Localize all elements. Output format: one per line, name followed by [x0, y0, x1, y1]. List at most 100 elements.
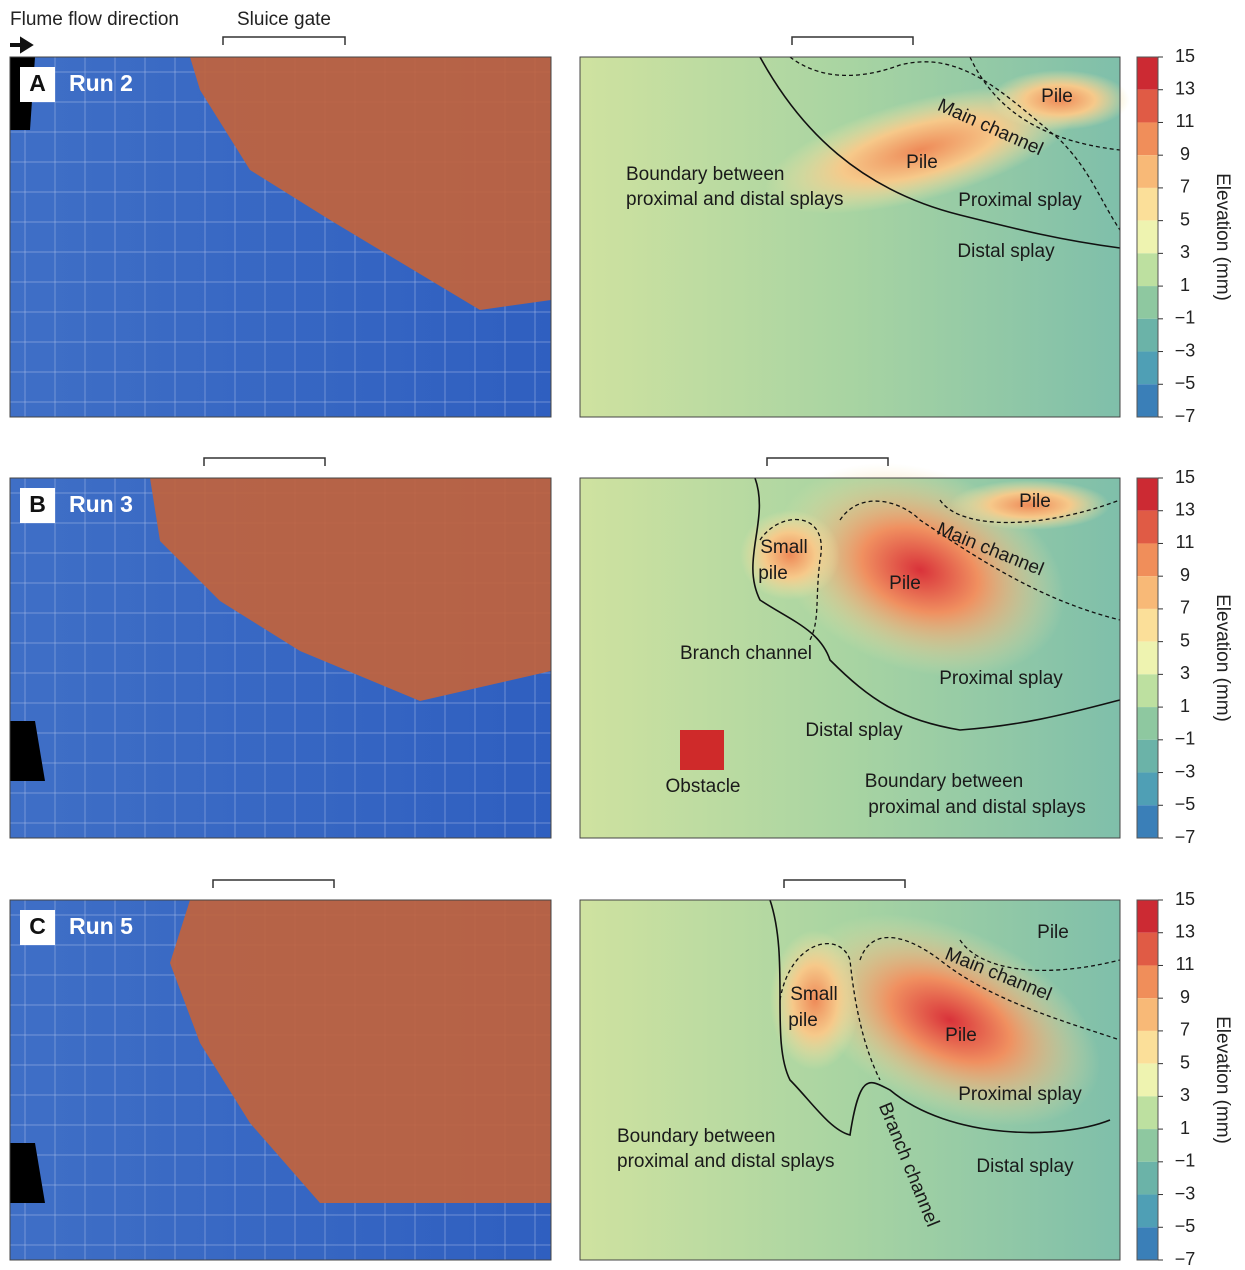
colorbar-tick-label: 9 [1180, 565, 1190, 585]
colorbar-tick-label: 5 [1180, 630, 1190, 650]
obstacle [680, 730, 724, 770]
colorbar-segment [1137, 674, 1158, 707]
colorbar-segment [1137, 122, 1158, 155]
colorbar-segment [1137, 352, 1158, 385]
colorbar-tick-label: 1 [1180, 1118, 1190, 1138]
flow-label: Flume flow direction [10, 9, 179, 30]
annotation: Small [790, 984, 838, 1005]
colorbar-segment [1137, 609, 1158, 642]
run-label: Run 5 [69, 913, 133, 939]
annotation: proximal and distal splays [868, 797, 1086, 818]
colorbar-tick-label: −1 [1175, 308, 1196, 328]
colorbar-tick-label: −5 [1175, 794, 1196, 814]
colorbar-tick-label: 15 [1175, 889, 1195, 909]
colorbar-segment [1137, 1227, 1158, 1260]
colorbar-tick-label: 3 [1180, 1085, 1190, 1105]
colorbar-tick-label: 1 [1180, 275, 1190, 295]
colorbar-tick-label: 1 [1180, 696, 1190, 716]
colorbar-segment [1137, 773, 1158, 806]
colorbar-tick-label: 5 [1180, 1052, 1190, 1072]
panel-letter: C [29, 913, 46, 939]
colorbar-segment [1137, 576, 1158, 609]
annotation: Pile [1037, 922, 1069, 943]
colorbar-tick-label: −5 [1175, 1216, 1196, 1236]
colorbar-tick-label: −3 [1175, 1183, 1196, 1203]
annotation: Small [760, 537, 808, 558]
colorbar-tick-label: 9 [1180, 987, 1190, 1007]
colorbar-segment [1137, 221, 1158, 254]
panel-letter: A [29, 70, 46, 96]
run-label: Run 3 [69, 491, 133, 517]
colorbar-segment [1137, 511, 1158, 544]
colorbar-segment [1137, 188, 1158, 221]
colorbar-segment [1137, 998, 1158, 1031]
annotation: Boundary between [617, 1126, 775, 1147]
colorbar-tick-label: 11 [1176, 532, 1195, 552]
figure: Flume flow direction Sluice gate A Run 2 P… [0, 0, 1245, 1270]
colorbar-segment [1137, 1064, 1158, 1097]
colorbar-segment [1137, 1162, 1158, 1195]
gate-bracket [213, 880, 334, 888]
annotation: proximal and distal splays [626, 189, 844, 210]
gate-bracket [792, 37, 913, 45]
gate-bracket [784, 880, 905, 888]
colorbar-segment [1137, 384, 1158, 417]
panels: ARun 2PileMain channelPileBoundary betwe… [10, 37, 1233, 1269]
colorbar-tick-label: 13 [1175, 499, 1195, 519]
gate-bracket [204, 458, 325, 466]
colorbar-tick-label: 3 [1180, 242, 1190, 262]
colorbar-tick-label: −7 [1175, 1249, 1196, 1269]
annotation: Branch channel [680, 643, 812, 664]
colorbar-segment [1137, 543, 1158, 576]
colorbar-tick-label: −1 [1175, 729, 1196, 749]
gate-label: Sluice gate [237, 9, 331, 30]
annotation: Pile [889, 573, 921, 594]
annotation: Pile [906, 152, 938, 173]
annotation: Distal splay [805, 720, 903, 741]
annotation: Proximal splay [958, 190, 1082, 211]
colorbar-segment [1137, 805, 1158, 838]
colorbar-label: Elevation (mm) [1212, 594, 1233, 722]
colorbar-segment [1137, 1031, 1158, 1064]
colorbar-segment [1137, 965, 1158, 998]
gate-bracket [223, 37, 345, 45]
colorbar-tick-label: 7 [1180, 598, 1190, 618]
colorbar-segment [1137, 286, 1158, 319]
colorbar-segment [1137, 155, 1158, 188]
colorbar-segment [1137, 57, 1158, 90]
panel-letter: B [29, 491, 46, 517]
colorbar-label: Elevation (mm) [1212, 1016, 1233, 1144]
annotation: Pile [1019, 491, 1051, 512]
annotation: Proximal splay [958, 1084, 1082, 1105]
colorbar-segment [1137, 319, 1158, 352]
colorbar-label: Elevation (mm) [1212, 173, 1233, 301]
annotation: Boundary between [865, 771, 1023, 792]
colorbar-tick-label: 5 [1180, 209, 1190, 229]
colorbar-segment [1137, 642, 1158, 675]
colorbar-tick-label: 11 [1176, 954, 1195, 974]
colorbar-tick-label: −5 [1175, 373, 1196, 393]
colorbar-tick-label: 11 [1176, 111, 1195, 131]
colorbar-tick-label: 15 [1175, 467, 1195, 487]
colorbar-tick-label: 3 [1180, 663, 1190, 683]
colorbar-segment [1137, 478, 1158, 511]
annotation: Boundary between [626, 164, 784, 185]
colorbar-segment [1137, 1096, 1158, 1129]
colorbar-tick-label: 15 [1175, 46, 1195, 66]
annotation: Distal splay [957, 241, 1055, 262]
annotation: Proximal splay [939, 668, 1063, 689]
colorbar-segment [1137, 933, 1158, 966]
colorbar-segment [1137, 1129, 1158, 1162]
colorbar-segment [1137, 900, 1158, 933]
colorbar-tick-label: 9 [1180, 144, 1190, 164]
flow-arrow [10, 40, 30, 50]
annotation: pile [758, 563, 788, 584]
colorbar-tick-label: 13 [1175, 921, 1195, 941]
colorbar-tick-label: 7 [1180, 1020, 1190, 1040]
run-label: Run 2 [69, 70, 133, 96]
colorbar-tick-label: −3 [1175, 340, 1196, 360]
colorbar-tick-label: 7 [1180, 177, 1190, 197]
colorbar-segment [1137, 90, 1158, 123]
